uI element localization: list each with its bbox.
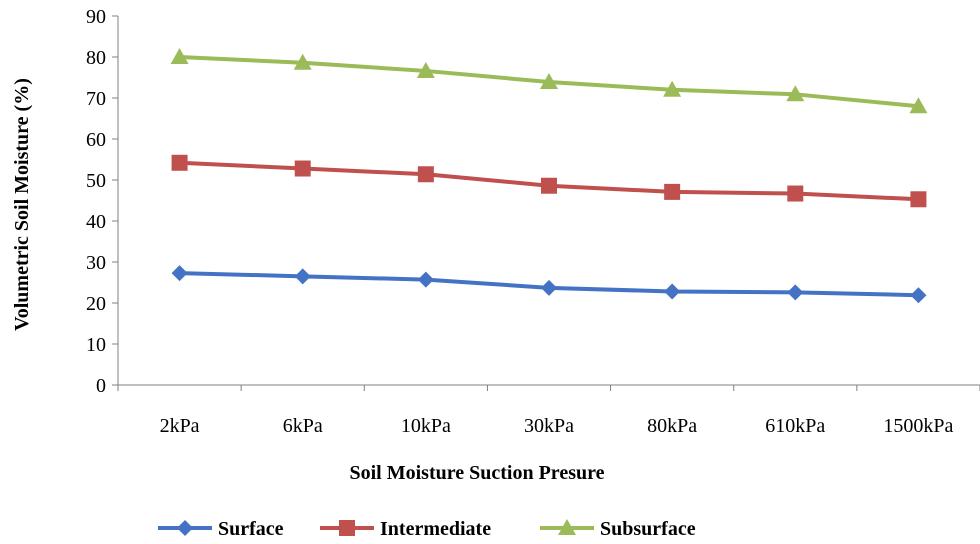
legend-label: Intermediate: [380, 518, 491, 540]
legend-marker: [177, 520, 193, 536]
series-layer: [170, 48, 928, 304]
data-point: [910, 191, 927, 208]
data-point: [294, 160, 311, 177]
y-tick-label: 50: [86, 170, 106, 192]
x-tick-label: 2kPa: [160, 415, 200, 437]
data-point: [787, 185, 804, 202]
data-point: [663, 80, 682, 97]
data-point: [541, 279, 557, 296]
y-tick-label: 80: [86, 47, 106, 69]
data-point: [541, 177, 557, 194]
data-point: [909, 97, 928, 114]
legend: Surface Intermediate Subsurface: [158, 518, 696, 540]
x-tick-label: 1500kPa: [883, 415, 953, 437]
y-axis-title: Volumetric Soil Moisture (%): [11, 78, 33, 331]
y-tick-label: 10: [86, 334, 106, 356]
legend-item-intermediate: Intermediate: [320, 518, 491, 540]
data-point: [786, 85, 805, 102]
y-tick-label: 40: [86, 211, 106, 233]
data-point: [664, 183, 681, 200]
y-tick-label: 60: [86, 129, 106, 151]
y-tick-label: 30: [86, 252, 106, 274]
data-point: [293, 53, 312, 70]
x-axis-ticks: 2kPa 6kPa 10kPa 30kPa 80kPa 610kPa 1500kPa: [117, 385, 980, 437]
data-point: [664, 283, 681, 300]
y-tick-label: 90: [86, 6, 106, 28]
y-tick-label: 0: [96, 375, 106, 397]
data-point: [417, 166, 434, 183]
y-tick-label: 70: [86, 88, 106, 110]
data-point: [540, 73, 558, 90]
data-point: [416, 61, 435, 78]
series-intermediate: [171, 154, 927, 208]
x-tick-label: 6kPa: [283, 415, 323, 437]
legend-label: Surface: [218, 518, 284, 540]
y-tick-label: 20: [86, 293, 106, 315]
data-point: [787, 284, 804, 301]
series-surface: [171, 265, 927, 304]
x-tick-label: 30kPa: [524, 415, 574, 437]
legend-item-subsurface: Subsurface: [540, 518, 696, 540]
series-subsurface: [170, 48, 928, 114]
data-point: [417, 271, 434, 288]
x-axis-title: Soil Moisture Suction Presure: [350, 462, 605, 484]
legend-item-surface: Surface: [158, 518, 284, 540]
data-point: [294, 268, 311, 285]
x-tick-label: 80kPa: [647, 415, 697, 437]
data-point: [171, 265, 188, 282]
x-tick-label: 610kPa: [765, 415, 825, 437]
data-point: [910, 287, 927, 304]
x-tick-label: 10kPa: [401, 415, 451, 437]
legend-marker: [339, 520, 355, 536]
y-axis-ticks: 0 10 20 30 40 50 60 70 80 90: [86, 6, 118, 397]
data-point: [170, 48, 189, 64]
data-point: [171, 154, 188, 171]
legend-label: Subsurface: [600, 518, 696, 540]
legend-marker: [558, 519, 576, 535]
